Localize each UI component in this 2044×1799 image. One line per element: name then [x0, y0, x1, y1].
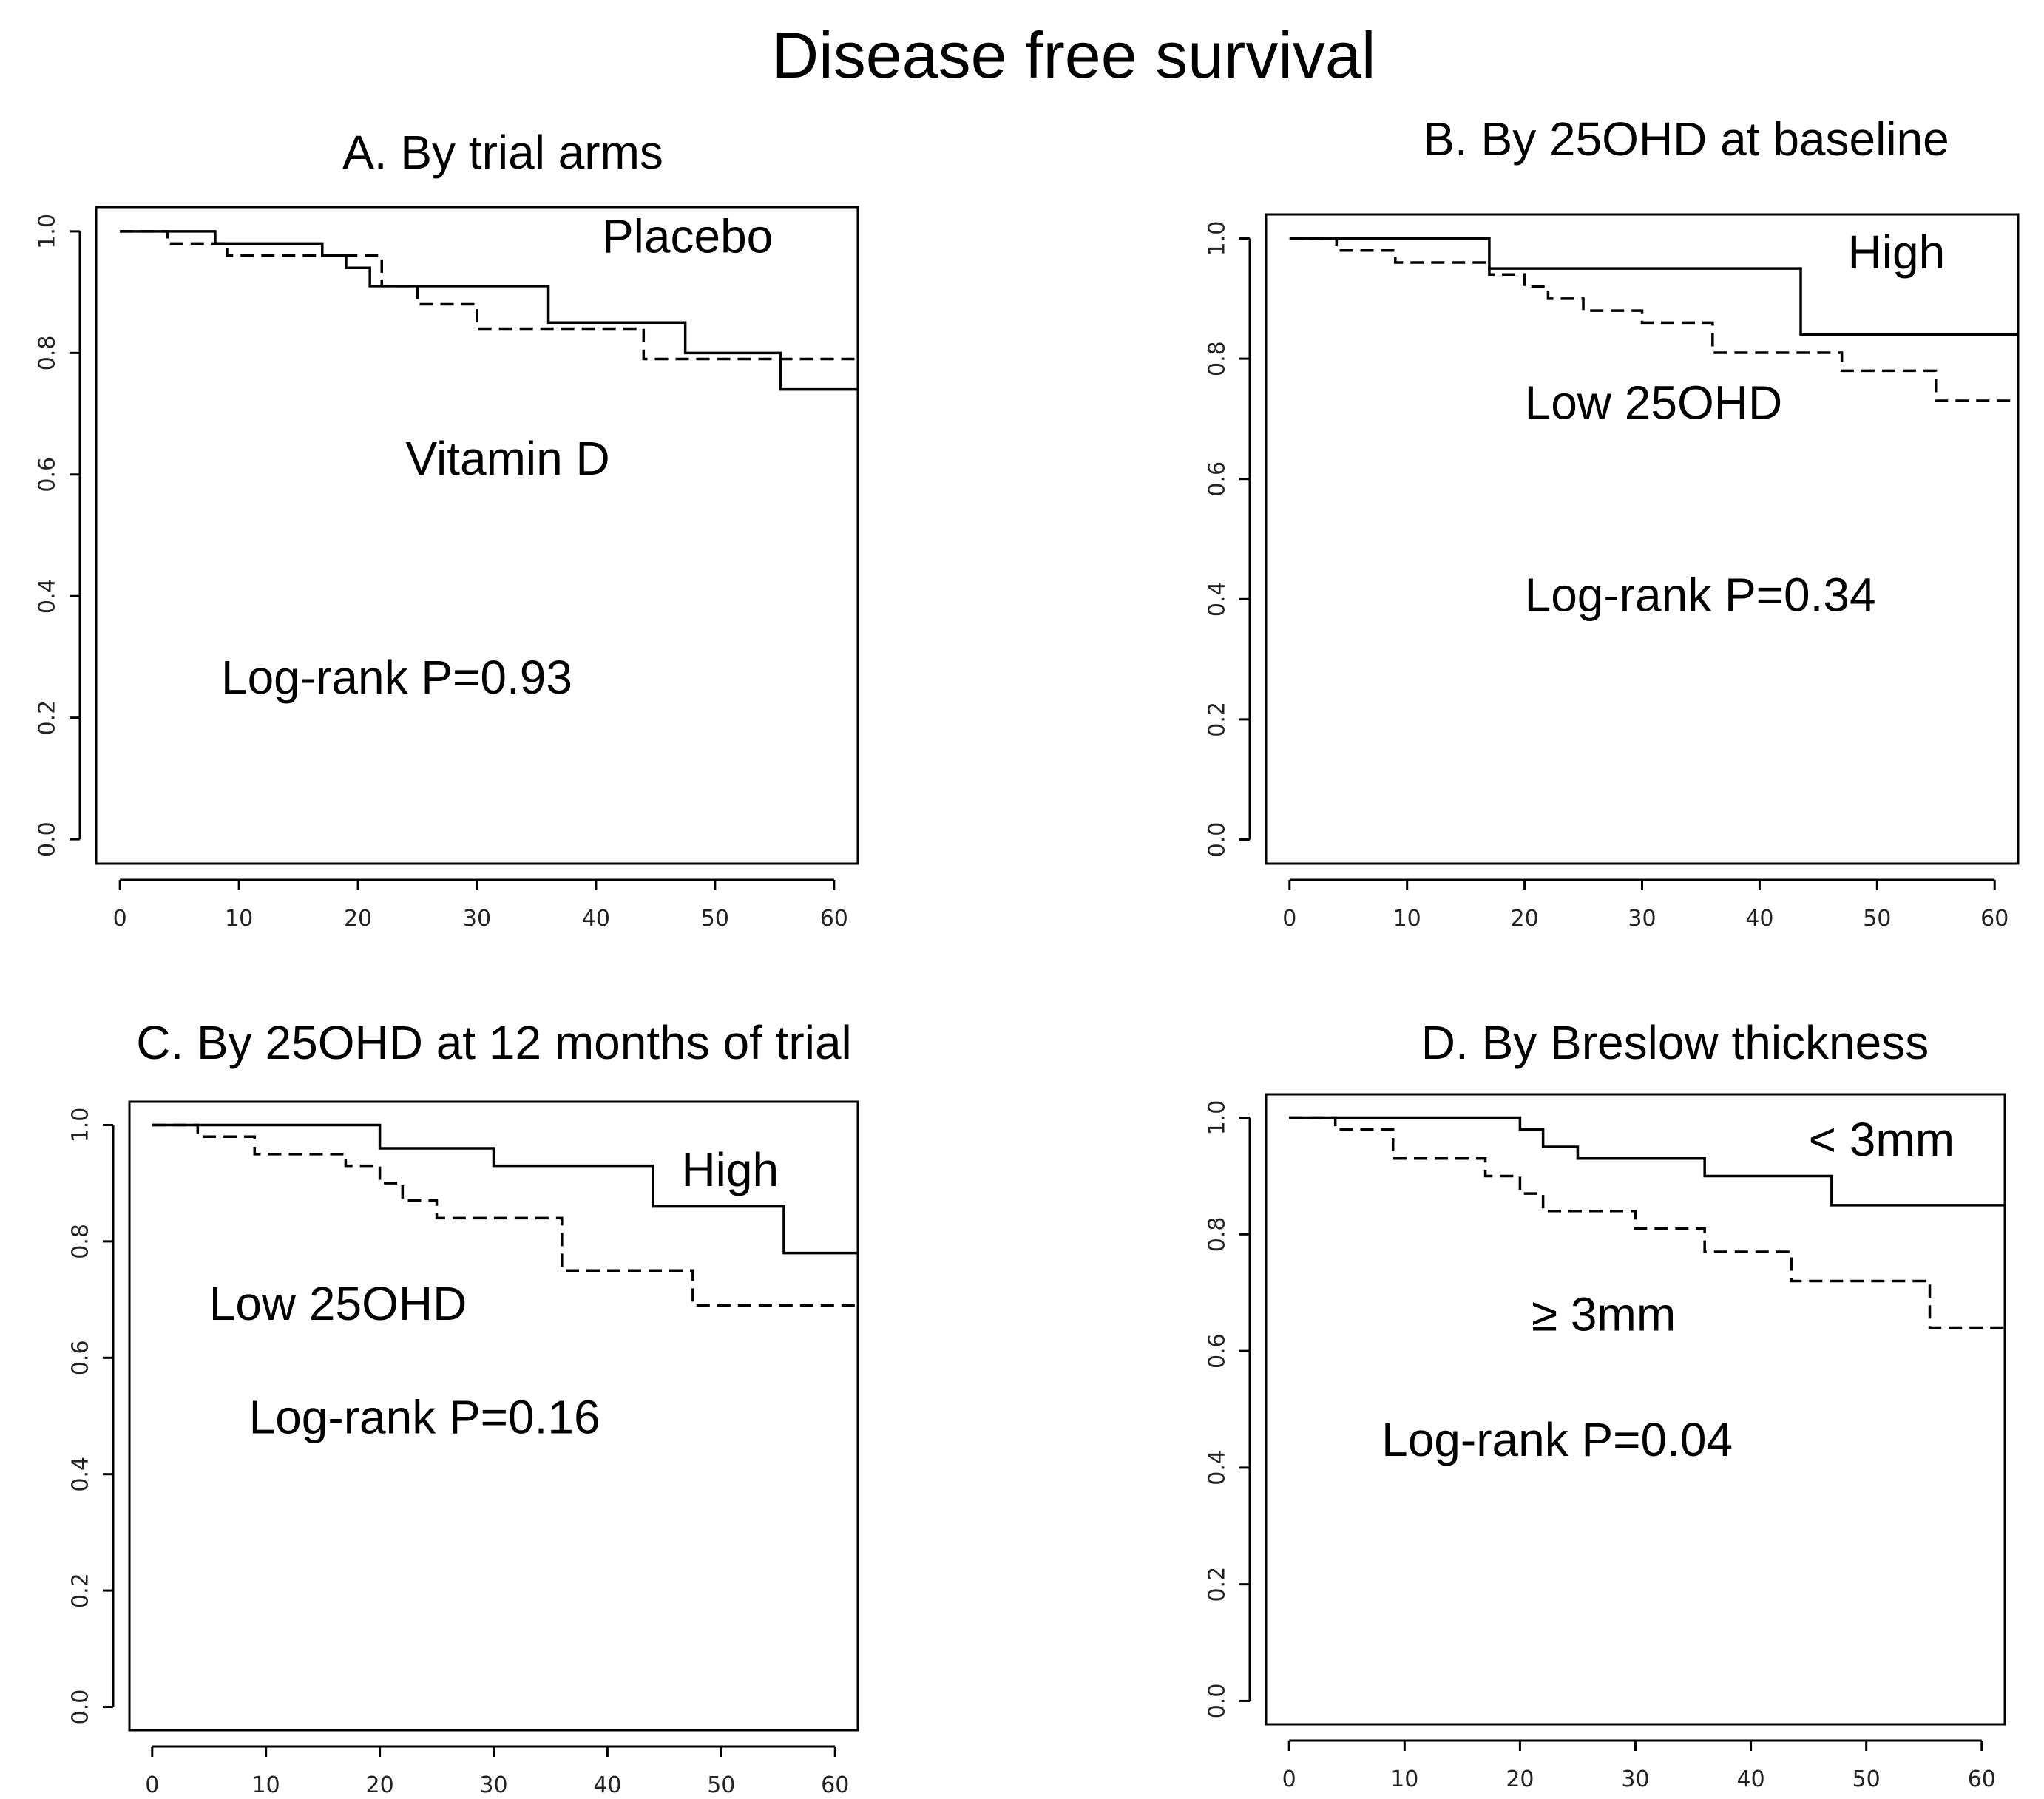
panel-a-y-tick-label: 1.0: [35, 214, 61, 249]
panel-c-y-tick-label: 0.4: [68, 1457, 94, 1492]
panel-d-annotation: ≥ 3mm: [1532, 1288, 1676, 1341]
panel-a-y-tick-label: 0.0: [35, 821, 61, 857]
panel-a-annotation: Log-rank P=0.93: [221, 651, 572, 704]
panel-a-x-tick-label: 20: [344, 906, 372, 932]
panel-b: B. By 25OHD at baseline 0 10 20 30 40 50 60 0.0 0…: [1205, 112, 2020, 932]
panel-c-curve-low-25ohd: [152, 1123, 858, 1307]
panel-c-frame: [128, 1100, 859, 1732]
panel-d: D. By Breslow thickness 0 10 20 30 40 50 60 0.0 0…: [1205, 1016, 2006, 1792]
panel-d-annotation: < 3mm: [1809, 1113, 1955, 1166]
panel-d-y-tick-label: 0.0: [1205, 1684, 1231, 1719]
panel-b-y-tick-label: 1.0: [1205, 221, 1231, 257]
panel-d-frame: [1265, 1093, 2006, 1726]
panel-c-x-tick-label: 20: [366, 1772, 394, 1798]
panel-c-y-tick-label: 1.0: [68, 1108, 94, 1143]
panel-b-y-tick-label: 0.4: [1205, 581, 1231, 617]
panel-d-x-tick-label: 60: [1968, 1766, 1996, 1792]
panel-c-title: C. By 25OHD at 12 months of trial: [136, 1016, 852, 1069]
panel-c-x-tick-label: 50: [707, 1772, 735, 1798]
panel-c-y-tick-label: 0.0: [68, 1690, 94, 1725]
panel-d-y-tick-label: 0.8: [1205, 1216, 1231, 1252]
panel-b-x-tick-label: 50: [1863, 906, 1891, 932]
panel-d-curve-3mm: [1289, 1116, 2005, 1207]
panel-d-x-tick-label: 30: [1621, 1766, 1649, 1792]
panel-a-x-tick-label: 10: [225, 906, 253, 932]
panel-a-frame: [95, 206, 859, 865]
panel-c-y-tick-label: 0.8: [68, 1224, 94, 1259]
panel-b-x-tick-label: 30: [1628, 906, 1656, 932]
panel-d-y-tick-label: 0.6: [1205, 1333, 1231, 1369]
panel-d-y-tick-label: 1.0: [1205, 1100, 1231, 1136]
panel-c-y-tick-label: 0.6: [68, 1340, 94, 1375]
panel-b-y-tick-label: 0.6: [1205, 461, 1231, 497]
panel-c-x-tick-label: 10: [252, 1772, 280, 1798]
panel-a-annotation: Vitamin D: [405, 432, 609, 485]
km-panels: A. By trial arms 0 10 20 30 40 50 60 0.0 0.2 0.4 0.…: [35, 112, 2020, 1798]
panel-d-y-tick-label: 0.4: [1205, 1450, 1231, 1485]
panel-c: C. By 25OHD at 12 months of trial 0 10 20 30…: [68, 1016, 859, 1798]
panel-d-x-tick-label: 50: [1852, 1766, 1881, 1792]
panel-a-x-tick-label: 0: [113, 906, 127, 932]
panel-a-y-tick-label: 0.6: [35, 457, 61, 492]
panel-a-x-tick-label: 30: [463, 906, 491, 932]
panel-d-x-tick-label: 20: [1506, 1766, 1534, 1792]
panel-b-x-tick-label: 60: [1980, 906, 2009, 932]
panel-b-x-tick-label: 40: [1745, 906, 1773, 932]
panel-c-x-tick-label: 40: [593, 1772, 621, 1798]
panel-b-frame: [1265, 213, 2020, 865]
panel-b-annotation: Low 25OHD: [1525, 376, 1783, 429]
panel-d-curve-3mm: [1289, 1116, 2005, 1329]
panel-c-y-tick-label: 0.2: [68, 1573, 94, 1608]
panel-a-curve-placebo: [120, 230, 858, 391]
panel-a-y-tick-label: 0.4: [35, 578, 61, 614]
panel-b-x-tick-label: 20: [1511, 906, 1539, 932]
panel-a-curve-vitamin-d: [120, 230, 858, 361]
panel-b-title: B. By 25OHD at baseline: [1423, 112, 1949, 166]
panel-c-annotation: Log-rank P=0.16: [249, 1391, 600, 1444]
panel-a-annotation: Placebo: [602, 210, 773, 263]
panel-b-curve-low-25ohd: [1289, 237, 2018, 402]
panel-a-y-tick-label: 0.2: [35, 700, 61, 736]
panel-b-y-tick-label: 0.0: [1205, 822, 1231, 858]
panel-a-title: A. By trial arms: [342, 126, 663, 179]
panel-b-curve-high: [1289, 237, 2018, 336]
panel-c-x-tick-label: 60: [821, 1772, 849, 1798]
panel-d-x-tick-label: 10: [1390, 1766, 1418, 1792]
panel-b-y-tick-label: 0.2: [1205, 702, 1231, 737]
panel-a-x-tick-label: 50: [701, 906, 729, 932]
panel-c-x-tick-label: 30: [479, 1772, 507, 1798]
panel-d-y-tick-label: 0.2: [1205, 1567, 1231, 1602]
panel-b-y-tick-label: 0.8: [1205, 341, 1231, 376]
panel-a-y-tick-label: 0.8: [35, 335, 61, 370]
panel-d-title: D. By Breslow thickness: [1421, 1016, 1929, 1069]
panel-b-annotation: Log-rank P=0.34: [1525, 569, 1876, 622]
panel-d-x-tick-label: 40: [1737, 1766, 1765, 1792]
panel-b-x-tick-label: 10: [1393, 906, 1421, 932]
panel-a-x-tick-label: 60: [820, 906, 848, 932]
panel-d-x-tick-label: 0: [1282, 1766, 1296, 1792]
panel-b-annotation: High: [1848, 226, 1946, 279]
panel-c-curve-high: [152, 1123, 858, 1255]
figure-title: Disease free survival: [772, 18, 1376, 92]
panel-c-annotation: Low 25OHD: [209, 1277, 467, 1330]
panel-a-x-tick-label: 40: [582, 906, 610, 932]
panel-b-x-tick-label: 0: [1282, 906, 1296, 932]
panel-c-x-tick-label: 0: [145, 1772, 159, 1798]
panel-c-annotation: High: [681, 1143, 779, 1196]
panel-a: A. By trial arms 0 10 20 30 40 50 60 0.0 0.2 0.4 0.…: [35, 126, 859, 932]
panel-d-annotation: Log-rank P=0.04: [1381, 1413, 1733, 1466]
